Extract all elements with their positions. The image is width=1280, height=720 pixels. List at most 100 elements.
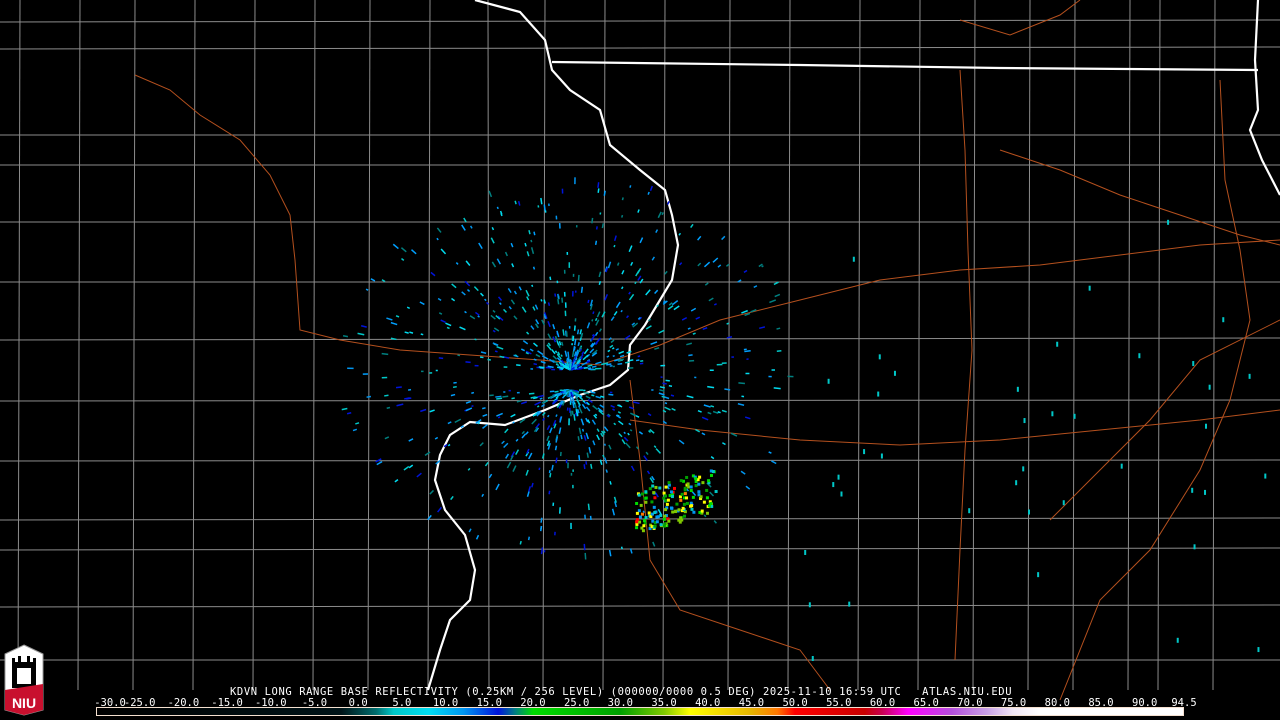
echo	[590, 334, 596, 342]
echo	[743, 269, 748, 274]
echo	[768, 451, 772, 454]
echo	[613, 235, 617, 242]
county-line	[727, 0, 731, 691]
storm-cell	[638, 520, 642, 524]
county-line	[1127, 0, 1131, 691]
echo	[492, 309, 496, 313]
echo	[692, 332, 696, 335]
echo	[610, 316, 615, 321]
storm-cell	[647, 511, 651, 515]
colorbar-tick-label: -5.0	[301, 697, 328, 709]
echo	[595, 226, 598, 230]
echo	[592, 405, 598, 411]
echo	[637, 355, 641, 358]
echo	[606, 363, 612, 366]
county-line	[487, 0, 490, 691]
storm-cell	[709, 469, 713, 473]
county-line	[917, 0, 921, 691]
storm-cell	[696, 478, 700, 482]
echo	[634, 281, 637, 285]
echo	[596, 428, 600, 433]
storm-cell	[672, 486, 676, 490]
echo	[546, 344, 552, 351]
echo	[852, 256, 855, 262]
echo	[537, 350, 544, 356]
echo	[524, 242, 527, 247]
echo	[589, 342, 594, 348]
echo	[602, 454, 605, 458]
storm-cell	[665, 524, 669, 528]
echo	[701, 416, 709, 421]
echo	[573, 346, 576, 351]
echo	[491, 261, 497, 268]
echo	[591, 319, 594, 322]
storm-cell	[643, 521, 647, 525]
state-line-north	[551, 60, 1259, 72]
echo	[712, 410, 719, 415]
echo	[1051, 411, 1054, 417]
echo	[541, 453, 545, 459]
echo	[395, 386, 402, 389]
echo	[396, 403, 404, 407]
storm-cell	[702, 500, 706, 504]
echo	[587, 299, 590, 304]
echo	[744, 312, 751, 317]
storm-cell	[635, 511, 639, 515]
echo	[469, 225, 473, 229]
storm-cell	[680, 509, 684, 513]
echo	[744, 349, 751, 353]
storm-cell	[635, 501, 639, 505]
echo	[506, 461, 512, 469]
echo	[621, 439, 626, 445]
echo	[530, 325, 535, 330]
echo	[655, 492, 659, 498]
echo	[586, 401, 590, 406]
echo	[579, 348, 582, 352]
reflectivity-colorbar	[96, 707, 1184, 716]
echo	[608, 393, 614, 396]
echo	[596, 434, 601, 441]
echo	[552, 324, 556, 330]
echo	[758, 263, 763, 268]
echo	[697, 235, 702, 241]
echo	[808, 602, 811, 608]
echo	[604, 266, 608, 272]
echo	[427, 514, 432, 521]
echo	[366, 395, 372, 398]
echo	[490, 237, 495, 244]
echo	[553, 423, 557, 429]
echo	[1138, 353, 1141, 359]
echo	[773, 281, 779, 286]
echo	[409, 331, 414, 334]
echo	[570, 391, 574, 398]
echo	[587, 364, 593, 368]
echo	[658, 329, 665, 334]
echo	[773, 387, 781, 390]
echo	[525, 469, 529, 476]
echo	[673, 305, 680, 311]
echo	[460, 425, 465, 429]
echo	[552, 419, 557, 427]
echo	[635, 270, 640, 277]
echo	[461, 224, 466, 231]
storm-cell	[681, 506, 685, 510]
storm-cell	[707, 504, 711, 508]
echo	[502, 395, 509, 398]
storm-cell	[693, 475, 697, 479]
echo	[713, 520, 717, 524]
echo	[452, 385, 457, 389]
echo	[510, 455, 514, 461]
echo	[554, 350, 558, 354]
echo	[582, 354, 589, 361]
storm-cell	[662, 491, 666, 495]
echo	[557, 299, 560, 305]
echo	[645, 325, 652, 330]
echo	[576, 329, 580, 335]
echo	[721, 409, 727, 413]
echo	[745, 485, 751, 490]
echo	[467, 467, 471, 471]
echo	[618, 458, 621, 461]
echo	[532, 266, 536, 270]
echo	[547, 333, 552, 340]
storm-cell	[655, 520, 659, 524]
